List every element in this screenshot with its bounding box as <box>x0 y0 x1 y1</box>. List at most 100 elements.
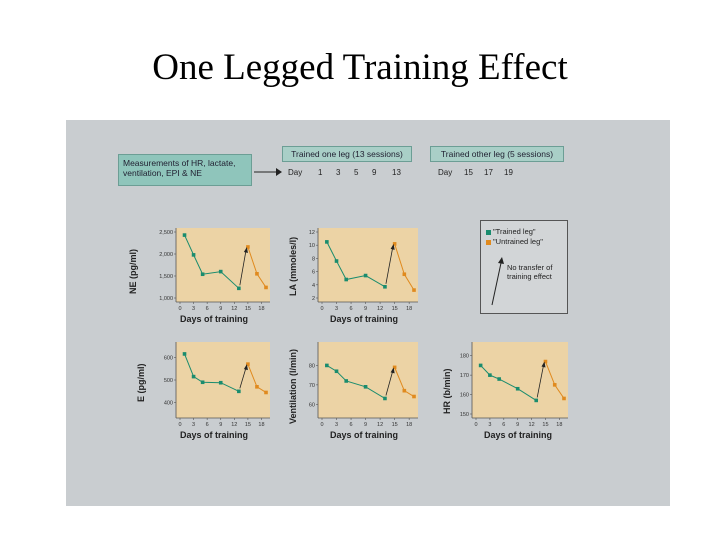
data-point <box>325 363 329 368</box>
data-point <box>264 285 268 290</box>
la-chart: 0 3 6 9 12 15 18 2 4 6 8 10 12 <box>309 228 418 312</box>
ne-chart-xlabel: Days of training <box>180 314 249 324</box>
y-tick-label: 2,000 <box>159 252 173 258</box>
x-tick-label: 18 <box>406 422 412 428</box>
data-point <box>200 272 205 277</box>
transition-arrow <box>536 365 544 398</box>
data-point <box>363 273 368 278</box>
data-point <box>218 269 223 274</box>
legend-trained-label: "Trained leg" <box>493 227 536 236</box>
transition-arrow <box>385 247 394 284</box>
y-tick-label: 160 <box>460 393 469 399</box>
y-tick-label: 70 <box>309 383 315 389</box>
la-chart-ylabel: LA (mmoles/l) <box>288 236 298 296</box>
day-row-label-1: Day <box>288 168 303 177</box>
data-point <box>246 245 250 249</box>
x-tick-label: 6 <box>350 422 353 428</box>
legend: "Trained leg" "Untrained leg" No transfe… <box>480 220 568 314</box>
data-point <box>392 365 397 370</box>
data-point <box>325 240 329 244</box>
hr-chart-xlabel: Days of training <box>484 430 553 440</box>
y-tick-label: 170 <box>460 373 469 379</box>
data-point <box>191 374 196 379</box>
data-point <box>334 369 339 374</box>
day-1: 1 <box>318 168 323 177</box>
data-point <box>255 385 259 389</box>
transition-arrowhead <box>243 364 248 371</box>
series-line-0 <box>184 234 240 289</box>
legend-note: No transfer of training effect <box>507 263 553 281</box>
data-point <box>246 362 250 366</box>
y-tick-label: 8 <box>312 256 315 262</box>
x-tick-label: 3 <box>488 422 491 428</box>
data-point <box>264 390 268 395</box>
y-tick-label: 4 <box>312 283 315 289</box>
x-tick-label: 3 <box>335 422 338 428</box>
y-tick-label: 60 <box>309 402 315 408</box>
data-point <box>237 286 241 291</box>
x-tick-label: 15 <box>245 422 251 428</box>
x-tick-label: 12 <box>377 422 383 428</box>
y-tick-label: 2,500 <box>159 230 173 236</box>
data-point <box>402 388 407 393</box>
data-point <box>402 272 407 277</box>
data-point <box>543 359 548 364</box>
x-tick-label: 15 <box>245 306 251 312</box>
data-point <box>488 373 492 377</box>
transition-arrow <box>239 250 247 286</box>
y-tick-label: 500 <box>164 378 173 384</box>
series-line-0 <box>480 365 537 401</box>
hr-chart: 0 3 6 9 12 15 18 150 160 170 180 <box>460 342 568 428</box>
transition-arrow <box>239 368 247 389</box>
data-point <box>363 385 368 389</box>
x-tick-label: 0 <box>320 422 323 428</box>
data-point <box>237 389 241 394</box>
data-point <box>344 277 349 282</box>
x-tick-label: 6 <box>502 422 505 428</box>
day-row-label-2: Day <box>438 168 453 177</box>
trained-other-leg-box: Trained other leg (5 sessions) <box>430 146 564 162</box>
trained-other-leg-box-text: Trained other leg (5 sessions) <box>440 149 554 159</box>
y-tick-label: 180 <box>460 354 469 360</box>
x-tick-label: 9 <box>364 422 367 428</box>
x-tick-label: 9 <box>219 422 222 428</box>
y-tick-label: 600 <box>164 355 173 361</box>
figure-panel: Measurements of HR, lactate, ventilation… <box>66 120 670 506</box>
data-point <box>515 386 520 391</box>
data-point <box>383 396 387 401</box>
y-tick-label: 6 <box>312 270 315 276</box>
series-line-1 <box>394 243 415 291</box>
slide-title: One Legged Training Effect <box>152 47 568 88</box>
transition-arrowhead <box>541 361 546 368</box>
x-tick-label: 18 <box>406 306 412 312</box>
data-point <box>334 259 339 263</box>
e-chart: 0 3 6 9 12 15 18 400 500 600 <box>164 342 270 428</box>
data-point <box>383 284 387 289</box>
trained-one-leg-box: Trained one leg (13 sessions) <box>282 146 412 162</box>
x-tick-label: 6 <box>206 306 209 312</box>
data-point <box>218 380 223 385</box>
x-tick-label: 15 <box>542 422 548 428</box>
y-tick-label: 10 <box>309 243 315 249</box>
data-point <box>534 398 539 403</box>
data-point <box>562 396 566 401</box>
series-line-1 <box>545 361 565 399</box>
data-point <box>552 383 557 387</box>
legend-untrained-label: "Untrained leg" <box>493 237 543 246</box>
data-point <box>412 288 416 292</box>
y-tick-label: 1,000 <box>159 296 173 302</box>
arrow-to-trained-icon <box>254 168 282 176</box>
day-3: 3 <box>336 168 341 177</box>
chart-2-svg: 0 3 6 9 12 15 18 400 500 600 <box>164 342 270 428</box>
ventilation-chart: 0 3 6 9 12 15 18 60 70 80 <box>309 342 418 428</box>
trained-one-leg-box-text: Trained one leg (13 sessions) <box>291 149 403 159</box>
data-point <box>182 233 187 237</box>
y-tick-label: 1,500 <box>159 274 173 280</box>
x-tick-label: 9 <box>364 306 367 312</box>
chart-1-svg: 0 3 6 9 12 15 18 2 4 6 8 10 12 <box>309 228 418 312</box>
data-point <box>255 272 259 276</box>
day-9: 9 <box>372 168 377 177</box>
measurements-box: Measurements of HR, lactate, ventilation… <box>118 154 252 186</box>
x-tick-label: 18 <box>556 422 562 428</box>
day-13: 13 <box>392 168 401 177</box>
